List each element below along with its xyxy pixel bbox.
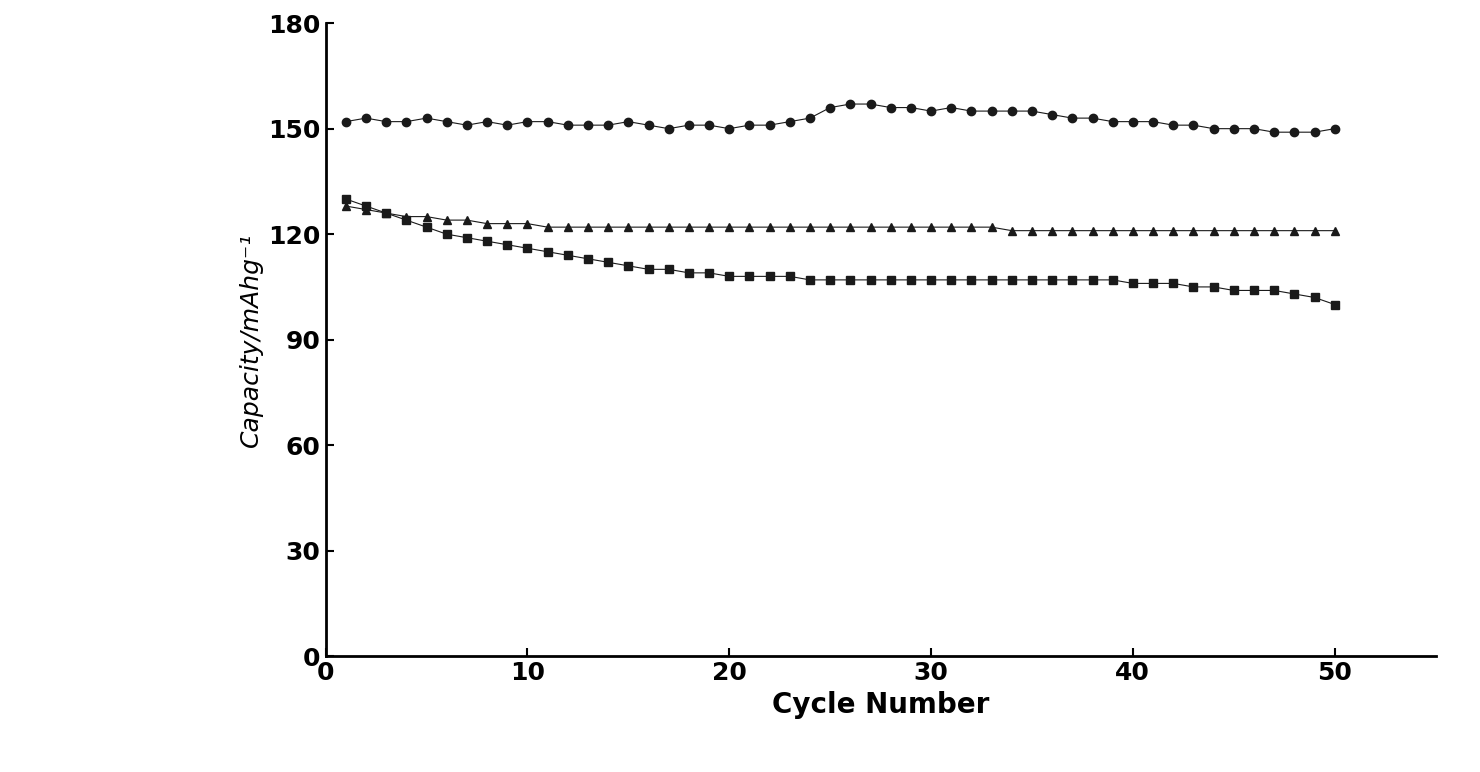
Y-axis label: Capacity/mAhg⁻¹: Capacity/mAhg⁻¹ [238, 232, 263, 447]
X-axis label: Cycle Number: Cycle Number [773, 691, 989, 719]
